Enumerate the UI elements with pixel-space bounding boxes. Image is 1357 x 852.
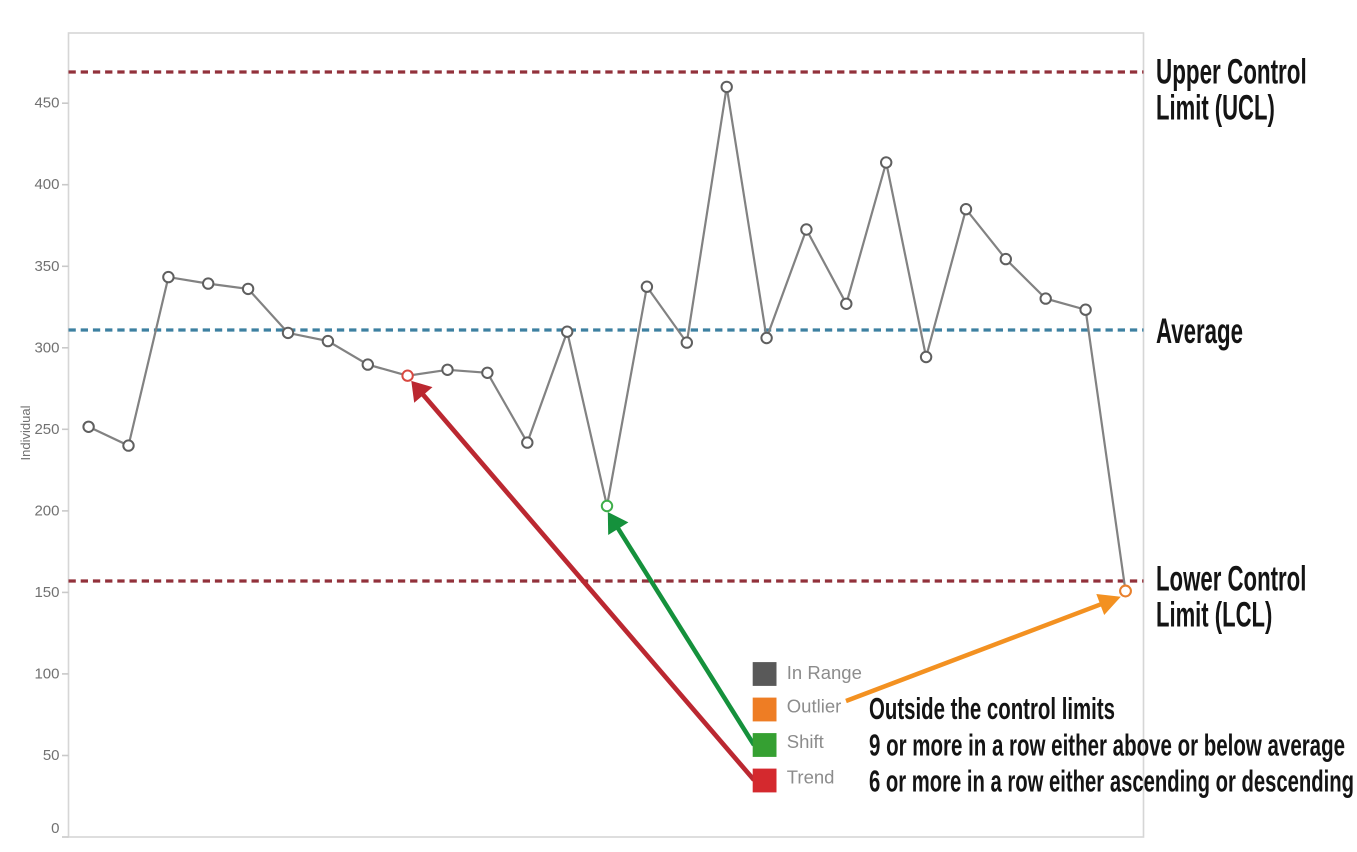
svg-text:Individual: Individual — [18, 405, 33, 460]
svg-text:150: 150 — [34, 584, 59, 601]
svg-text:400: 400 — [34, 176, 59, 193]
svg-text:9 or more in a row either abov: 9 or more in a row either above or below… — [869, 727, 1345, 762]
svg-text:0: 0 — [51, 820, 59, 837]
svg-text:Limit (UCL): Limit (UCL) — [1156, 89, 1275, 128]
svg-text:Limit (LCL): Limit (LCL) — [1156, 596, 1272, 635]
svg-text:Average: Average — [1156, 312, 1243, 351]
svg-text:In Range: In Range — [787, 662, 862, 683]
svg-text:6 or more in a row either asce: 6 or more in a row either ascending or d… — [869, 764, 1354, 799]
svg-text:Trend: Trend — [787, 767, 835, 788]
svg-text:350: 350 — [34, 258, 59, 275]
svg-text:300: 300 — [34, 339, 59, 356]
svg-text:200: 200 — [34, 502, 59, 519]
svg-text:Outside the control limits: Outside the control limits — [869, 691, 1115, 726]
svg-text:450: 450 — [34, 95, 59, 112]
svg-text:250: 250 — [34, 421, 59, 438]
svg-text:100: 100 — [34, 665, 59, 682]
svg-text:50: 50 — [43, 747, 60, 764]
svg-text:Shift: Shift — [787, 731, 824, 752]
svg-text:Lower Control: Lower Control — [1156, 560, 1306, 599]
svg-text:Outlier: Outlier — [787, 696, 842, 717]
svg-text:Upper Control: Upper Control — [1156, 53, 1307, 92]
